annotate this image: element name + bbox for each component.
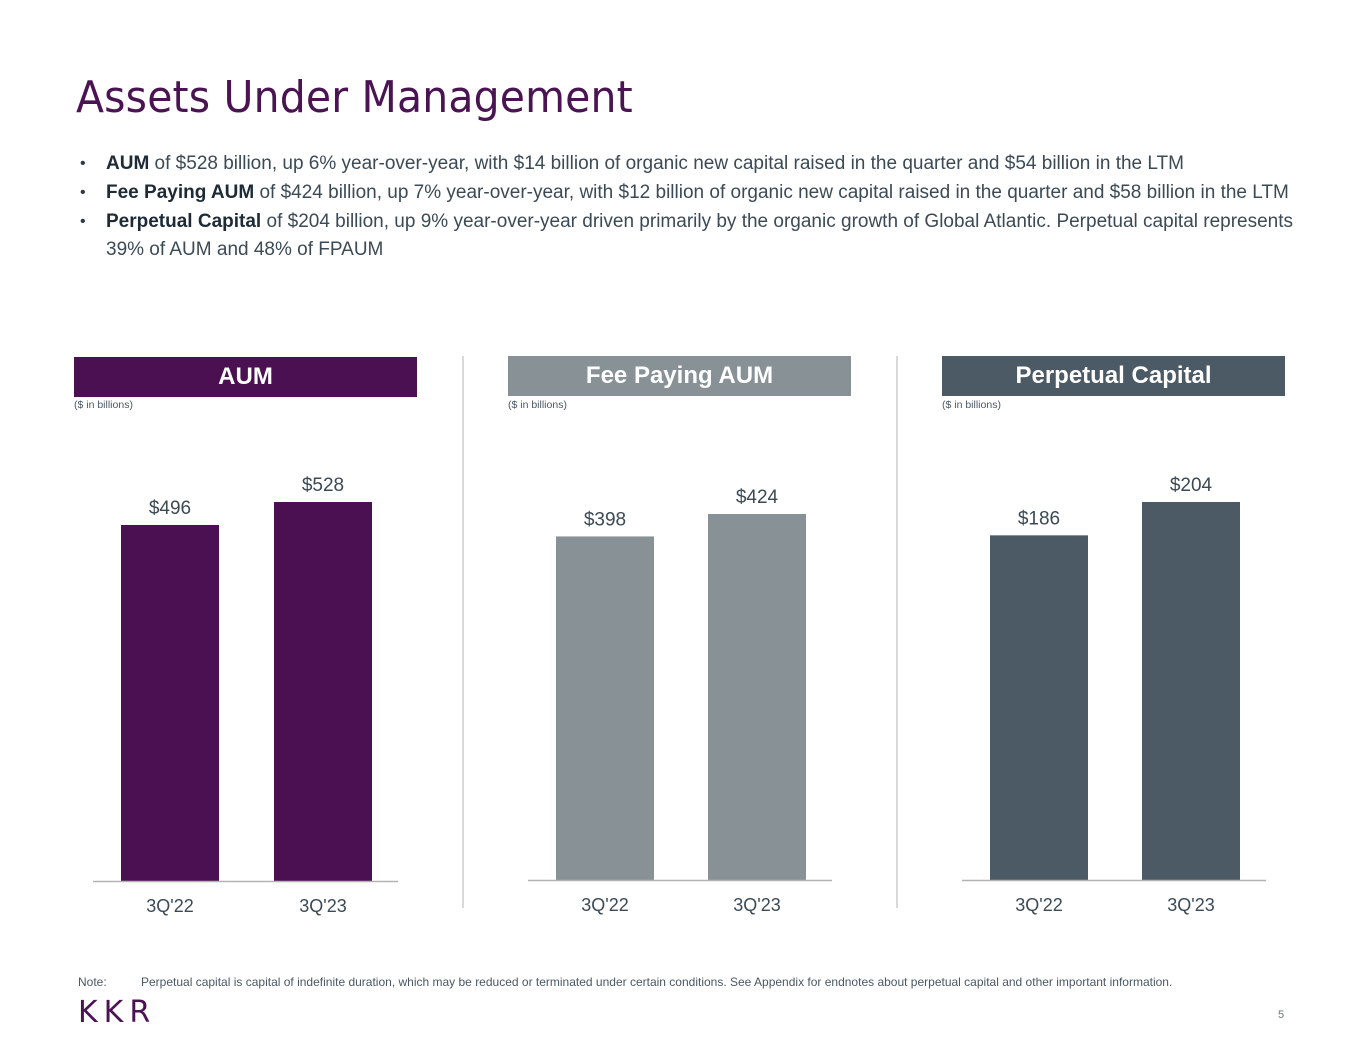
- bullet-fee-paying-aum: • Fee Paying AUM of $424 billion, up 7% y…: [78, 179, 1308, 207]
- bar-value-label: $186: [1018, 508, 1060, 529]
- aum-units-label: ($ in billions): [74, 399, 133, 411]
- bar-3Q23: [708, 514, 806, 880]
- bullet-aum: • AUM of $528 billion, up 6% year-over-ye…: [78, 150, 1308, 178]
- x-tick-label: 3Q'22: [146, 896, 193, 916]
- page-number: 5: [1278, 1009, 1285, 1021]
- page-title: Assets Under Management: [76, 72, 633, 123]
- chart-fee-paying-aum: $398 3Q'22 $424 3Q'23: [528, 487, 832, 915]
- bullet-fpaum-text: of $424 billion, up 7% year-over-year, w…: [254, 182, 1289, 203]
- bar-3Q22: [121, 524, 219, 881]
- bar-3Q22: [556, 536, 654, 880]
- perpetual-capital-panel-header: Perpetual Capital: [942, 356, 1285, 396]
- bar-3Q23: [1142, 502, 1240, 880]
- bullet-pc-text: of $204 billion, up 9% year-over-year dr…: [106, 211, 1294, 260]
- note-text: Perpetual capital is capital of indefini…: [141, 975, 1173, 989]
- bar-3Q23: [274, 502, 372, 881]
- fee-paying-aum-panel-header: Fee Paying AUM: [508, 356, 851, 396]
- bullet-dot-icon: •: [80, 155, 86, 172]
- bullet-perpetual-capital: • Perpetual Capital of $204 billion, up 9…: [78, 208, 1308, 264]
- bullet-dot-icon: •: [80, 184, 86, 201]
- bullet-aum-heading: AUM: [106, 153, 150, 174]
- perpetual-capital-units-label: ($ in billions): [942, 399, 1001, 411]
- panel-divider: [896, 356, 898, 908]
- bar-3Q22: [990, 535, 1088, 880]
- chart-aum: $496 3Q'22 $528 3Q'23: [93, 475, 398, 916]
- x-tick-label: 3Q'23: [733, 895, 780, 915]
- bar-value-label: $496: [149, 498, 191, 519]
- summary-bullets: • AUM of $528 billion, up 6% year-over-ye…: [78, 150, 1308, 265]
- panel-divider: [462, 356, 464, 908]
- bullet-aum-text: of $528 billion, up 6% year-over-year, w…: [149, 153, 1184, 174]
- bullet-fpaum-heading: Fee Paying AUM: [106, 182, 255, 203]
- x-tick-label: 3Q'23: [299, 896, 346, 916]
- bar-value-label: $204: [1170, 475, 1213, 496]
- chart-perpetual-capital: $186 3Q'22 $204 3Q'23: [962, 475, 1266, 915]
- bullet-dot-icon: •: [80, 213, 86, 230]
- fee-paying-aum-units-label: ($ in billions): [508, 399, 567, 411]
- x-tick-label: 3Q'23: [1167, 895, 1214, 915]
- aum-panel-header: AUM: [74, 357, 417, 397]
- bar-value-label: $424: [736, 487, 779, 508]
- bar-value-label: $528: [302, 475, 344, 496]
- x-tick-label: 3Q'22: [1015, 895, 1062, 915]
- bullet-pc-heading: Perpetual Capital: [106, 211, 262, 232]
- kkr-logo: KKR: [78, 995, 157, 1030]
- x-tick-label: 3Q'22: [581, 895, 628, 915]
- bar-value-label: $398: [584, 509, 626, 530]
- note-label: Note:: [78, 975, 107, 989]
